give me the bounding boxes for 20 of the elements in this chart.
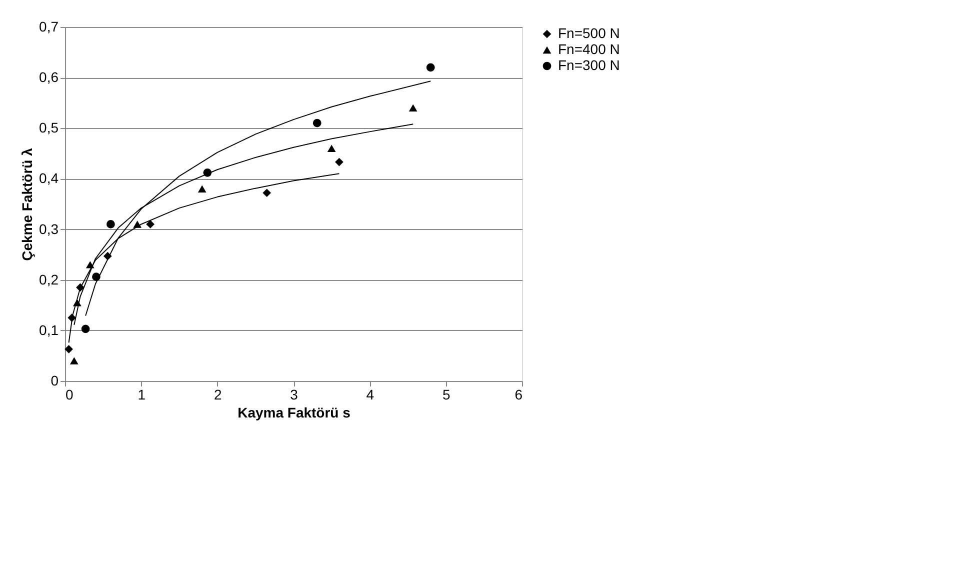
y-tick-label: 0,2 [39, 271, 59, 288]
x-tick-label: 5 [442, 386, 450, 402]
y-tick-label: 0,7 [39, 18, 59, 34]
y-tick-label: 0 [50, 372, 59, 388]
y-tick-label: 0,1 [39, 322, 59, 338]
x-tick-label: 2 [214, 386, 222, 402]
x-tick-label: 6 [514, 386, 523, 402]
x-tick-label: 0 [66, 386, 74, 402]
y-axis-title: Çekme Faktörü λ [19, 148, 36, 261]
x-tick-label: 3 [290, 386, 298, 402]
x-tick-label: 1 [138, 386, 146, 402]
y-tick-label: 0,6 [39, 69, 59, 86]
legend-label: Fn=400 N [558, 41, 620, 57]
legend-label: Fn=500 N [558, 25, 620, 41]
y-tick-label: 0,5 [39, 120, 59, 136]
x-tick-label: 4 [366, 386, 374, 402]
x-axis-title: Kayma Faktörü s [238, 404, 351, 420]
legend-label: Fn=300 N [558, 57, 620, 73]
y-tick-label: 0,3 [39, 220, 59, 237]
y-tick-label: 0,4 [39, 170, 59, 186]
